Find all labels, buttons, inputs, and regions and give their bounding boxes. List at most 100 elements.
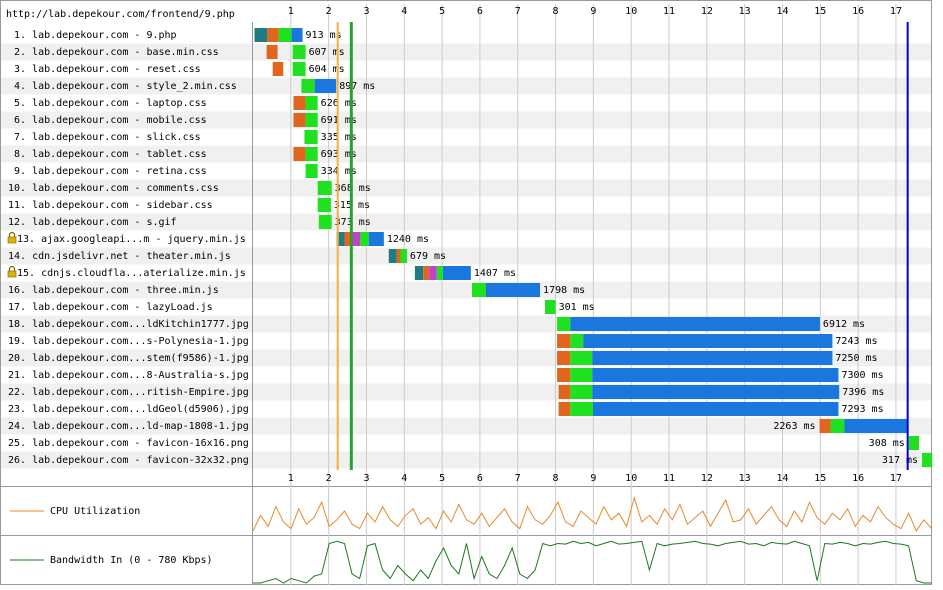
timing-segment <box>291 28 303 42</box>
request-label: 25. lab.depekour.com - favicon-16x16.png <box>8 438 249 449</box>
request-time: 626 ms <box>321 98 357 109</box>
timing-segment <box>351 232 361 246</box>
row-band <box>1 179 931 197</box>
timing-segment <box>830 419 845 433</box>
x-tick-label: 12 <box>701 6 713 17</box>
request-label: 14. cdn.jsdelivr.net - theater.min.js <box>8 251 231 262</box>
x-tick-label: 3 <box>363 473 369 484</box>
timing-segment <box>293 147 306 161</box>
x-tick-label: 14 <box>776 6 788 17</box>
request-time: 317 ms <box>882 455 918 466</box>
timing-segment <box>544 300 556 314</box>
timing-segment <box>819 419 831 433</box>
timing-segment <box>570 368 593 382</box>
x-tick-label: 15 <box>814 6 826 17</box>
request-time: 335 ms <box>321 132 357 143</box>
row-band <box>1 451 931 469</box>
bandwidth-label: Bandwidth In (0 - 780 Kbps) <box>50 555 213 566</box>
timing-segment <box>570 402 594 416</box>
timing-segment <box>570 317 820 331</box>
timing-segment <box>368 232 384 246</box>
x-tick-label: 13 <box>739 6 751 17</box>
request-label: 11. lab.depekour.com - sidebar.css <box>8 200 213 211</box>
request-label: 21. lab.depekour.com...8-Australia-s.jpg <box>8 370 249 381</box>
x-tick-label: 3 <box>363 6 369 17</box>
request-label: 2. lab.depekour.com - base.min.css <box>14 47 219 58</box>
x-tick-label: 11 <box>663 6 675 17</box>
timing-segment <box>317 198 331 212</box>
request-time: 6912 ms <box>823 319 865 330</box>
request-time: 301 ms <box>559 302 595 313</box>
row-band <box>1 213 931 231</box>
row-band <box>1 417 931 435</box>
timing-segment <box>471 283 486 297</box>
x-tick-label: 12 <box>701 473 713 484</box>
timing-segment <box>922 453 933 467</box>
page-url: http://lab.depekour.com/frontend/9.php <box>6 9 235 20</box>
timing-segment <box>570 334 584 348</box>
request-label: 26. lab.depekour.com - favicon-32x32.png <box>8 455 249 466</box>
timing-segment <box>272 62 284 76</box>
request-label: 19. lab.depekour.com...s-Polynesia-1.jpg <box>8 336 249 347</box>
timing-segment <box>305 96 318 110</box>
timing-segment <box>844 419 908 433</box>
timing-segment <box>557 317 571 331</box>
timing-segment <box>557 334 571 348</box>
x-tick-label: 11 <box>663 473 675 484</box>
x-tick-label: 8 <box>553 6 559 17</box>
timing-segment <box>592 385 840 399</box>
timing-segment <box>305 164 318 178</box>
x-tick-label: 16 <box>852 6 864 17</box>
request-label: 15. cdnjs.cloudfla...aterialize.min.js <box>17 268 246 279</box>
x-tick-label: 8 <box>553 473 559 484</box>
bandwidth-line <box>253 540 932 584</box>
request-time: 7243 ms <box>835 336 877 347</box>
frame <box>0 0 932 585</box>
timing-segment <box>592 351 833 365</box>
x-tick-label: 10 <box>625 6 637 17</box>
timing-segment <box>414 266 424 280</box>
request-time: 7293 ms <box>841 404 883 415</box>
timing-segment <box>266 45 278 59</box>
x-tick-label: 9 <box>590 6 596 17</box>
timing-segment <box>400 249 407 263</box>
request-time: 1407 ms <box>474 268 516 279</box>
x-tick-label: 6 <box>477 6 483 17</box>
timing-segment <box>344 232 352 246</box>
x-tick-label: 7 <box>515 473 521 484</box>
request-label: 3. lab.depekour.com - reset.css <box>14 64 201 75</box>
timing-segment <box>254 28 268 42</box>
lock-shackle <box>8 231 16 237</box>
timing-segment <box>436 266 443 280</box>
request-label: 24. lab.depekour.com...ld-map-1808-1.jpg <box>8 421 249 432</box>
timing-segment <box>592 368 839 382</box>
x-tick-label: 17 <box>890 6 902 17</box>
row-band <box>1 145 931 163</box>
request-label: 9. lab.depekour.com - retina.css <box>14 166 207 177</box>
request-time: 7300 ms <box>841 370 883 381</box>
timing-segment <box>557 368 571 382</box>
request-time: 2263 ms <box>773 421 815 432</box>
timing-segment <box>293 96 306 110</box>
timing-segment <box>267 28 279 42</box>
timing-segment <box>317 181 332 195</box>
timing-segment <box>593 402 839 416</box>
request-time: 7250 ms <box>835 353 877 364</box>
request-time: 308 ms <box>869 438 905 449</box>
timing-segment <box>360 232 369 246</box>
timing-segment <box>570 385 593 399</box>
timing-segment <box>570 351 593 365</box>
x-tick-label: 16 <box>852 473 864 484</box>
request-time: 693 ms <box>321 149 357 160</box>
request-label: 4. lab.depekour.com - style_2.min.css <box>14 81 237 92</box>
cpu-line <box>252 496 932 532</box>
timing-segment <box>429 266 437 280</box>
x-tick-label: 15 <box>814 473 826 484</box>
timing-segment <box>305 147 318 161</box>
request-label: 23. lab.depekour.com...ldGeol(d5906).jpg <box>8 404 249 415</box>
request-time: 1240 ms <box>387 234 429 245</box>
request-label: 8. lab.depekour.com - tablet.css <box>14 149 207 160</box>
request-label: 16. lab.depekour.com - three.min.js <box>8 285 219 296</box>
